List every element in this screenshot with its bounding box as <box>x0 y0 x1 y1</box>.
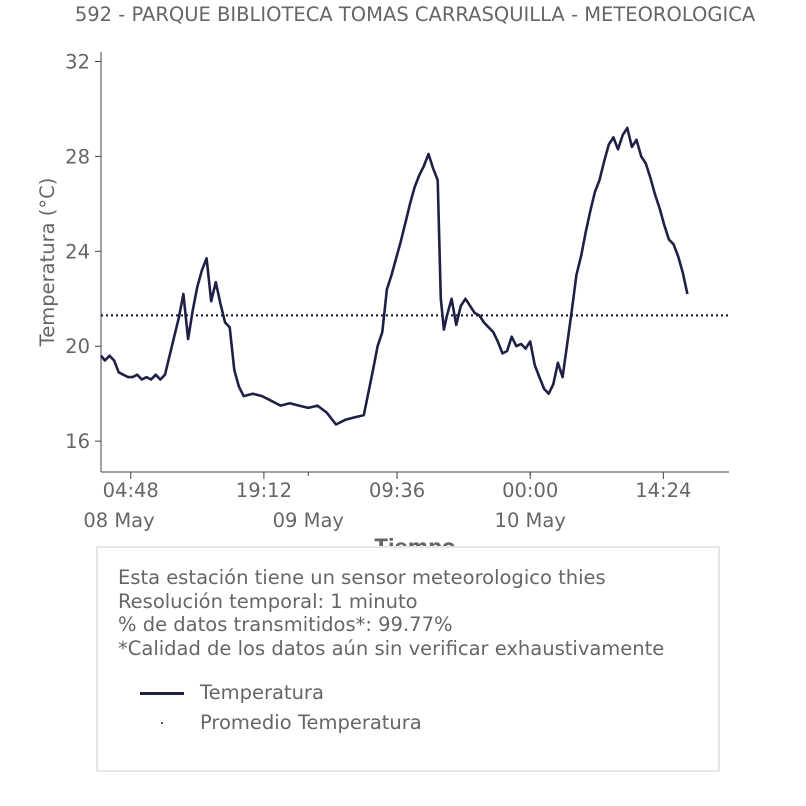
y-tick-label: 28 <box>65 145 90 168</box>
y-tick-label: 32 <box>65 50 90 73</box>
legend-dot-swatch <box>161 722 163 724</box>
x-day-label: 09 May <box>273 509 344 532</box>
y-axis-label: Temperatura (°C) <box>36 178 59 348</box>
station-info-box: Esta estación tiene un sensor meteorolog… <box>96 546 720 772</box>
y-ticks: 16 20 24 28 32 <box>65 50 101 453</box>
info-line-quality: *Calidad de los datos aún sin verificar … <box>118 636 665 660</box>
info-line-resolution: Resolución temporal: 1 minuto <box>118 589 418 613</box>
x-ticks: 04:48 19:12 09:36 00:00 14:24 08 May 09 May 10 … <box>83 472 691 532</box>
station-info-text: Esta estación tiene un sensor meteorolog… <box>118 566 664 660</box>
y-tick-label: 24 <box>65 240 90 263</box>
info-line-sensor: Esta estación tiene un sensor meteorolog… <box>118 566 606 589</box>
y-tick-label: 16 <box>65 430 90 453</box>
legend-line-swatch <box>140 692 184 695</box>
chart-title: 592 - PARQUE BIBLIOTECA TOMAS CARRASQUIL… <box>75 3 756 26</box>
info-line-transmitted: % de datos transmitidos*: 99.77% <box>118 613 453 636</box>
x-tick-label: 09:36 <box>369 479 425 502</box>
x-day-label: 08 May <box>83 509 154 532</box>
x-tick-label: 04:48 <box>103 479 159 502</box>
plot-series <box>99 126 729 426</box>
legend-label: Temperatura <box>200 681 324 704</box>
x-axis-label: Tiempo <box>375 535 456 546</box>
x-tick-label: 19:12 <box>236 479 292 502</box>
x-day-label: 10 May <box>495 509 566 532</box>
x-tick-label: 00:00 <box>502 479 558 502</box>
series-temperatura-line <box>99 126 689 426</box>
legend-label: Promedio Temperatura <box>200 711 422 734</box>
temperature-chart: 592 - PARQUE BIBLIOTECA TOMAS CARRASQUIL… <box>36 3 756 546</box>
x-tick-label: 14:24 <box>635 479 691 502</box>
y-tick-label: 20 <box>65 335 90 358</box>
